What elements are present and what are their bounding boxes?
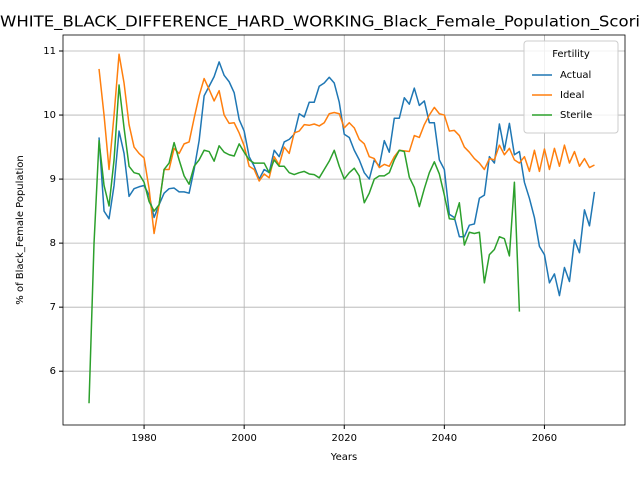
legend-label: Ideal <box>560 90 584 101</box>
y-tick-label: 10 <box>43 110 56 121</box>
x-tick-label: 2020 <box>332 433 357 444</box>
line-series <box>98 61 596 297</box>
legend: Fertility Actual Ideal Sterile <box>523 40 619 134</box>
y-tick-label: 9 <box>50 174 56 185</box>
y-tick-label: 6 <box>50 366 56 377</box>
legend-label: Sterile <box>560 110 592 121</box>
x-tick-label: 2040 <box>432 433 457 444</box>
x-tick-label: 2060 <box>532 433 557 444</box>
legend-title: Fertility <box>552 49 590 60</box>
x-tick-label: 1980 <box>131 433 156 444</box>
legend-box <box>523 40 619 134</box>
legend-label: Actual <box>560 70 591 81</box>
y-tick-label: 7 <box>50 302 56 313</box>
x-axis-label: Years <box>330 452 357 463</box>
chart-title: WHITE_BLACK_DIFFERENCE_HARD_WORKING_Blac… <box>0 13 640 32</box>
y-tick-label: 8 <box>50 238 56 249</box>
x-tick-label: 2000 <box>231 433 256 444</box>
line-series <box>98 53 595 235</box>
y-axis-label: % of Black_Female Population <box>15 155 26 304</box>
line-series <box>88 84 521 404</box>
plot-frame <box>62 34 626 426</box>
y-tick-label: 11 <box>43 46 56 57</box>
